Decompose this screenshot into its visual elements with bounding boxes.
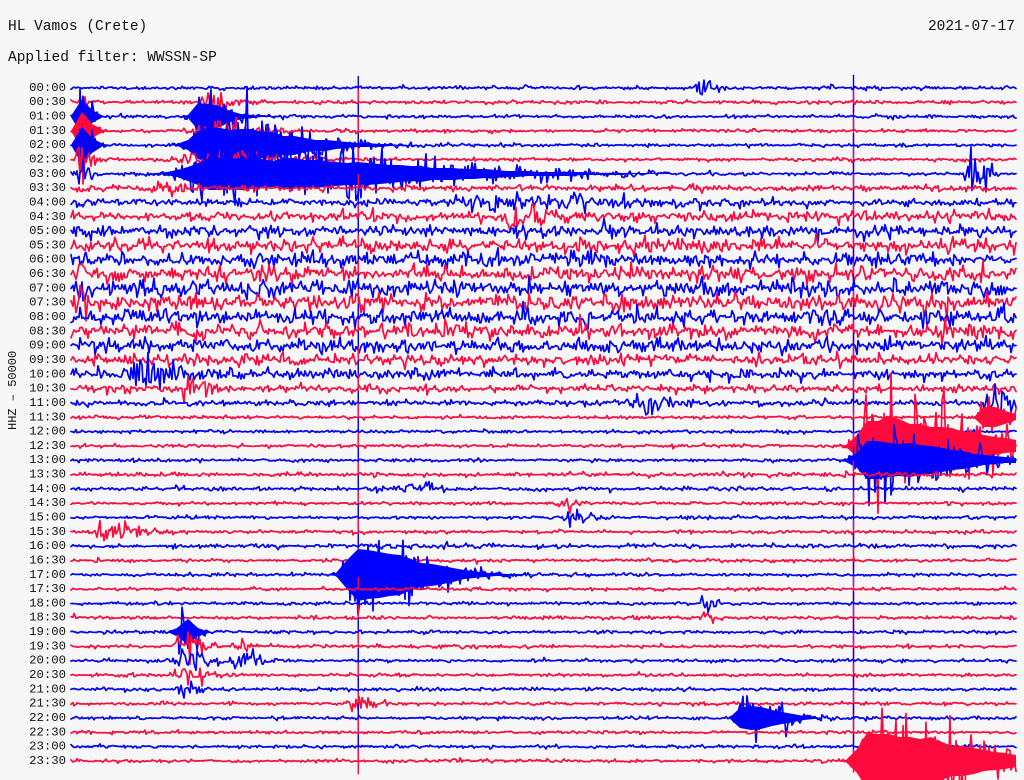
- svg-text:15:30: 15:30: [29, 525, 66, 539]
- svg-text:11:30: 11:30: [29, 410, 66, 424]
- svg-text:10:00: 10:00: [29, 367, 66, 381]
- svg-text:02:00: 02:00: [29, 138, 66, 152]
- svg-text:18:00: 18:00: [29, 596, 66, 610]
- svg-text:20:30: 20:30: [29, 668, 66, 682]
- svg-text:19:30: 19:30: [29, 639, 66, 653]
- svg-text:09:30: 09:30: [29, 353, 66, 367]
- svg-text:19:00: 19:00: [29, 625, 66, 639]
- svg-text:17:00: 17:00: [29, 568, 66, 582]
- svg-text:03:30: 03:30: [29, 181, 66, 195]
- svg-text:16:00: 16:00: [29, 539, 66, 553]
- svg-text:22:30: 22:30: [29, 725, 66, 739]
- svg-text:12:30: 12:30: [29, 439, 66, 453]
- svg-text:05:30: 05:30: [29, 238, 66, 252]
- svg-text:22:00: 22:00: [29, 711, 66, 725]
- svg-text:14:30: 14:30: [29, 496, 66, 510]
- svg-text:00:30: 00:30: [29, 95, 66, 109]
- svg-text:20:00: 20:00: [29, 654, 66, 668]
- svg-text:08:00: 08:00: [29, 310, 66, 324]
- svg-text:06:30: 06:30: [29, 267, 66, 281]
- svg-text:16:30: 16:30: [29, 553, 66, 567]
- svg-text:13:00: 13:00: [29, 453, 66, 467]
- svg-text:18:30: 18:30: [29, 611, 66, 625]
- svg-text:13:30: 13:30: [29, 468, 66, 482]
- svg-text:03:00: 03:00: [29, 167, 66, 181]
- svg-text:01:00: 01:00: [29, 110, 66, 124]
- svg-text:09:00: 09:00: [29, 339, 66, 353]
- svg-text:15:00: 15:00: [29, 511, 66, 525]
- svg-text:06:00: 06:00: [29, 253, 66, 267]
- svg-text:02:30: 02:30: [29, 153, 66, 167]
- svg-text:17:30: 17:30: [29, 582, 66, 596]
- svg-text:07:00: 07:00: [29, 281, 66, 295]
- svg-text:05:00: 05:00: [29, 224, 66, 238]
- svg-text:10:30: 10:30: [29, 382, 66, 396]
- svg-text:12:00: 12:00: [29, 425, 66, 439]
- svg-text:21:30: 21:30: [29, 697, 66, 711]
- svg-text:01:30: 01:30: [29, 124, 66, 138]
- svg-text:04:30: 04:30: [29, 210, 66, 224]
- svg-text:14:00: 14:00: [29, 482, 66, 496]
- svg-text:21:00: 21:00: [29, 682, 66, 696]
- svg-text:23:30: 23:30: [29, 754, 66, 768]
- svg-text:00:00: 00:00: [29, 81, 66, 95]
- svg-text:23:00: 23:00: [29, 740, 66, 754]
- svg-text:04:00: 04:00: [29, 195, 66, 209]
- svg-text:08:30: 08:30: [29, 324, 66, 338]
- svg-text:07:30: 07:30: [29, 296, 66, 310]
- svg-text:11:00: 11:00: [29, 396, 66, 410]
